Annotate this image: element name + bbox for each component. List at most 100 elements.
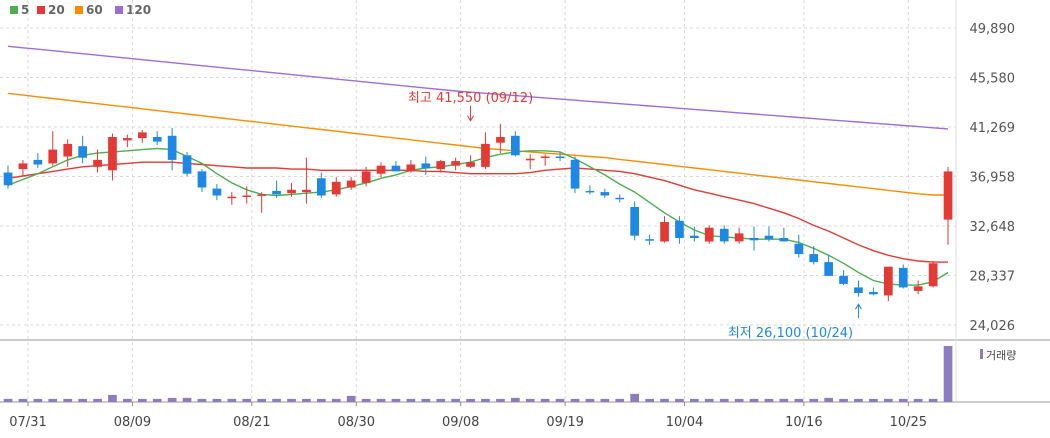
x-tick-label: 10/25 xyxy=(890,415,927,430)
candle-body xyxy=(212,188,222,196)
volume-bar xyxy=(481,398,490,402)
volume-bar xyxy=(33,398,43,402)
candle-body xyxy=(525,158,535,161)
candle-body xyxy=(182,155,192,174)
candle-body xyxy=(511,135,520,156)
candle-body xyxy=(809,254,819,263)
candle xyxy=(108,133,117,181)
volume-bar xyxy=(630,393,639,402)
volume-bar xyxy=(167,397,177,402)
volume-bar xyxy=(943,346,953,402)
candle xyxy=(33,153,43,168)
y-axis-labels: 49,890 45,580 41,269 36,958 32,648 28,337 24,0… xyxy=(970,22,1016,334)
candle-body xyxy=(287,189,296,194)
candle xyxy=(555,151,565,162)
legend-swatch-ma60 xyxy=(75,6,83,14)
candle xyxy=(287,182,296,197)
candle-body xyxy=(928,263,938,287)
legend-item-ma20[interactable]: 20 xyxy=(37,3,65,17)
candle xyxy=(182,151,192,177)
candle xyxy=(138,130,147,143)
candle-body xyxy=(764,235,774,240)
candle xyxy=(242,186,252,204)
candle-body xyxy=(943,171,953,220)
volume-legend-swatch xyxy=(980,349,983,359)
candle-body xyxy=(242,195,252,197)
candle-body xyxy=(361,171,371,183)
candle xyxy=(317,172,326,198)
legend-label-ma20: 20 xyxy=(48,3,65,17)
candle xyxy=(197,169,207,193)
volume-bar xyxy=(391,398,401,402)
legend-label-ma5: 5 xyxy=(21,3,29,17)
legend-item-ma120[interactable]: 120 xyxy=(115,3,151,17)
candle-body xyxy=(481,143,490,167)
candle xyxy=(943,166,953,245)
volume-bar xyxy=(719,398,729,402)
volume-bar xyxy=(839,398,848,402)
volume-bar xyxy=(78,398,87,402)
volume-bar xyxy=(511,397,520,402)
candle xyxy=(123,134,132,148)
volume-bar xyxy=(704,398,714,402)
volume-bar xyxy=(272,398,281,402)
y-tick-label: 28,337 xyxy=(970,269,1016,284)
candle-body xyxy=(630,207,639,236)
volume-bar xyxy=(928,398,938,402)
legend-label-ma120: 120 xyxy=(126,3,151,17)
legend-item-ma5[interactable]: 5 xyxy=(10,3,29,17)
candle xyxy=(78,135,87,164)
candle xyxy=(391,161,401,172)
candle-body xyxy=(376,165,386,174)
volume-bar xyxy=(824,397,833,402)
candle xyxy=(764,226,774,242)
volume-bar xyxy=(898,398,908,402)
low-annotation: 최저 26,100 (10/24) xyxy=(728,326,853,341)
volume-bar xyxy=(496,398,505,402)
volume-bar xyxy=(421,398,431,402)
volume-legend: 거래량 xyxy=(980,349,1016,362)
candle-body xyxy=(555,156,565,158)
candle xyxy=(884,266,893,302)
volume-bar xyxy=(690,398,699,402)
candle-body xyxy=(78,146,87,158)
candle xyxy=(704,225,714,244)
y-tick-label: 36,958 xyxy=(970,171,1016,186)
candle-body xyxy=(570,159,580,189)
candle xyxy=(451,157,460,171)
low-arrow-head xyxy=(855,303,862,310)
volume-bar xyxy=(63,398,73,402)
x-tick-label: 10/16 xyxy=(785,415,822,430)
candle xyxy=(645,234,654,245)
y-tick-label: 24,026 xyxy=(970,319,1016,334)
candle xyxy=(3,165,13,189)
volume-bar xyxy=(302,398,311,402)
x-tick-label: 08/09 xyxy=(114,415,151,430)
candle-body xyxy=(660,222,669,242)
candle xyxy=(93,149,102,173)
candle-body xyxy=(302,189,311,193)
x-tick-label: 09/08 xyxy=(442,415,479,430)
candle xyxy=(302,157,311,204)
candle-body xyxy=(615,197,625,200)
y-tick-label: 45,580 xyxy=(970,71,1016,86)
volume-bar xyxy=(615,398,625,402)
candle-body xyxy=(466,162,475,167)
candle-body xyxy=(406,164,416,172)
x-axis-labels: 07/31 08/09 08/21 08/30 09/08 09/19 10/04 10/16… xyxy=(9,402,927,430)
candle xyxy=(376,162,386,178)
candle xyxy=(406,159,416,173)
candle xyxy=(675,216,684,244)
candle xyxy=(511,131,520,157)
volume-bar xyxy=(3,398,13,402)
candle xyxy=(167,127,177,171)
volume-bar xyxy=(138,398,147,402)
candle-body xyxy=(346,180,356,188)
candle-body xyxy=(436,161,446,170)
candle-body xyxy=(913,286,923,291)
candle-body xyxy=(824,262,833,276)
volume-bar xyxy=(317,398,326,402)
legend-item-ma60[interactable]: 60 xyxy=(75,3,103,17)
x-tick-label: 09/19 xyxy=(546,415,583,430)
